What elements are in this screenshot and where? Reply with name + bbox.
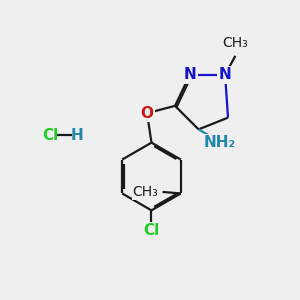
Text: Cl: Cl: [143, 224, 160, 238]
Text: N: N: [219, 68, 232, 82]
Text: H: H: [70, 128, 83, 143]
Text: NH₂: NH₂: [203, 135, 235, 150]
Text: N: N: [183, 68, 196, 82]
Text: O: O: [141, 106, 154, 121]
Text: Cl: Cl: [42, 128, 58, 143]
Text: CH₃: CH₃: [223, 37, 248, 50]
Text: CH₃: CH₃: [132, 185, 158, 199]
